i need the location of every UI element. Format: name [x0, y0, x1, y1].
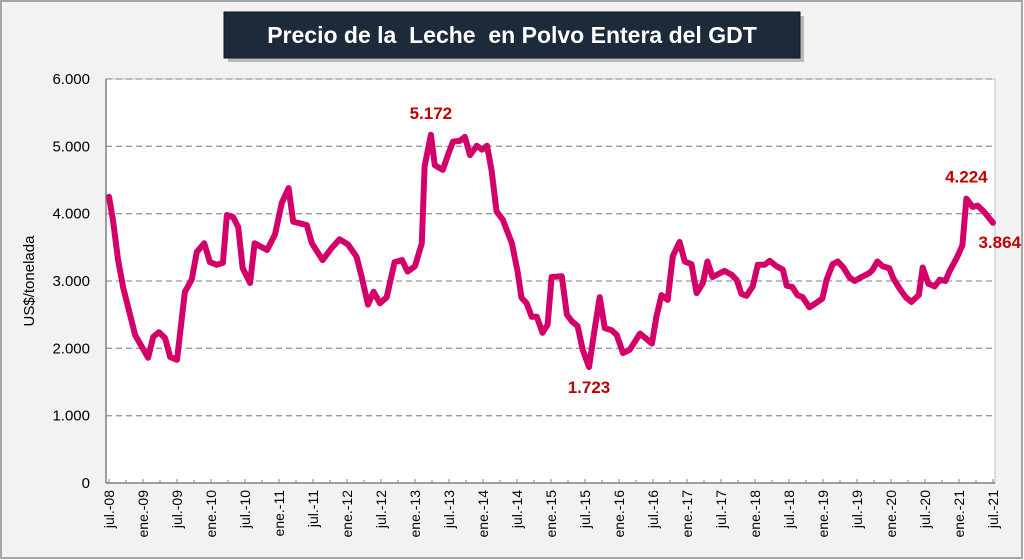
x-axis-ticks: jul.-08 ene.-09 jul.-09 ene.-10 jul.-10 ene.-… [101, 479, 1001, 537]
x-tick-label: jul.-12 [373, 490, 389, 529]
x-tick-label: ene.-18 [747, 490, 763, 538]
data-label: 1.723 [568, 378, 611, 397]
x-tick-label: jul.-19 [849, 490, 865, 529]
x-tick-label: jul.-09 [169, 490, 185, 529]
x-tick-label: ene.-17 [679, 490, 695, 538]
x-tick-label: ene.-13 [407, 490, 423, 538]
x-tick-label: ene.-16 [611, 490, 627, 538]
x-tick-label: jul.-11 [305, 490, 321, 528]
x-tick-label: jul.-13 [441, 490, 457, 529]
y-tick-label: 1.000 [52, 408, 90, 425]
x-tick-label: jul.-15 [577, 490, 593, 529]
data-label: 4.224 [945, 168, 988, 187]
y-tick-label: 3.000 [52, 273, 90, 290]
x-tick-label: jul.-21 [985, 490, 1001, 529]
x-tick-label: ene.-09 [135, 490, 151, 538]
data-label: 3.864 [978, 233, 1021, 252]
x-tick-label: ene.-14 [475, 490, 491, 538]
y-tick-label: 5.000 [52, 138, 90, 155]
x-tick-label: ene.-19 [815, 490, 831, 538]
x-tick-label: jul.-10 [237, 490, 253, 529]
y-axis-label: US$/tonelada [21, 235, 38, 327]
x-tick-label: ene.-10 [203, 490, 219, 538]
x-tick-label: ene.-12 [339, 490, 355, 538]
y-tick-label: 0 [82, 475, 90, 492]
data-label: 5.172 [410, 104, 453, 123]
x-tick-label: ene.-20 [883, 490, 899, 538]
x-tick-label: ene.-21 [951, 490, 967, 538]
x-tick-label: jul.-08 [101, 490, 117, 529]
x-tick-label: jul.-20 [917, 490, 933, 529]
y-axis-ticks: 0 1.000 2.000 3.000 4.000 5.000 6.000 [52, 71, 90, 492]
annotations: 5.172 1.723 4.224 3.864 [410, 104, 1022, 397]
x-tick-label: jul.-14 [509, 490, 525, 529]
x-tick-label: ene.-11 [271, 490, 287, 537]
y-tick-label: 2.000 [52, 340, 90, 357]
y-tick-label: 6.000 [52, 71, 90, 88]
x-tick-label: jul.-18 [781, 490, 797, 529]
x-tick-label: jul.-17 [713, 490, 729, 529]
title-box [223, 11, 801, 59]
y-tick-label: 4.000 [52, 206, 90, 223]
series-line-leche-polvo-entera [106, 131, 996, 370]
chart-title: Precio de la Leche en Polvo Entera del G… [267, 22, 757, 48]
x-tick-label: ene.-15 [543, 490, 559, 538]
x-tick-label: jul.-16 [645, 490, 661, 529]
